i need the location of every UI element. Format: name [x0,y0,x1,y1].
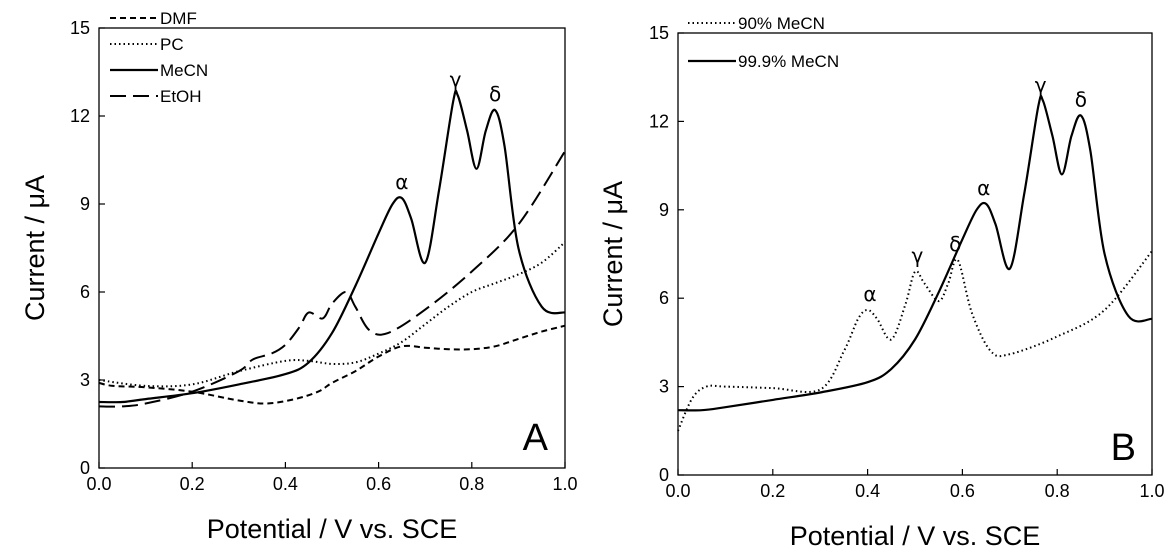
x-tick-label: 0.2 [180,474,205,494]
panel-a: 0.0 0.2 0.4 0.6 0.8 1.0 0 3 6 9 12 15 Potential / V … [20,9,578,544]
y-tick-label: 0 [659,465,669,485]
peak-label: α [863,282,876,306]
series-line-etoh [98,150,566,408]
y-tick-label: 12 [649,111,669,131]
peak-label: α [395,170,408,194]
series-line-mecn [98,89,566,404]
x-axis-title: Potential / V vs. SCE [207,514,458,544]
x-tick-label: 0.0 [86,474,111,494]
x-tick-label: 0.6 [950,481,975,501]
y-tick-label: 6 [659,288,669,308]
peak-label: γ [450,67,462,91]
y-tick-label: 3 [80,370,90,390]
panel-letter: A [523,417,549,459]
peak-label: γ [911,244,923,268]
x-axis-title: Potential / V vs. SCE [790,521,1041,549]
x-tick-label: 0.8 [459,474,484,494]
peak-label: α [977,176,990,200]
series-line-dmf [98,324,566,405]
y-tick-label: 15 [649,23,669,43]
plot-frame [677,32,1153,476]
legend-label: 99.9% MeCN [738,52,839,71]
series-line-pc [98,241,566,388]
panel-b: 0.0 0.2 0.4 0.6 0.8 1.0 0 3 6 9 12 15 Potential / V … [598,14,1165,549]
y-axis-title: Current / μA [598,181,628,327]
x-tick-label: 0.8 [1045,481,1070,501]
peak-label: γ [1035,73,1047,97]
peak-label: δ [949,232,961,256]
x-tick-label: 1.0 [552,474,577,494]
legend-label: 90% MeCN [738,14,825,33]
y-tick-label: 12 [70,106,90,126]
y-tick-label: 9 [80,194,90,214]
y-tick-label: 0 [80,458,90,478]
legend-label: MeCN [160,61,208,80]
x-tick-label: 0.6 [366,474,391,494]
series-line-99-9-mecn [677,94,1153,412]
x-tick-label: 0.4 [273,474,298,494]
legend-label: EtOH [160,87,202,106]
series-line-90-mecn [677,250,1153,432]
peak-label: δ [1075,88,1087,112]
x-tick-label: 0.4 [855,481,880,501]
y-tick-label: 15 [70,18,90,38]
peak-label: δ [489,82,501,106]
x-tick-label: 1.0 [1139,481,1164,501]
panel-letter: B [1111,427,1136,469]
x-tick-label: 0.0 [665,481,690,501]
y-tick-label: 6 [80,282,90,302]
y-axis-title: Current / μA [20,175,50,321]
plot-frame [98,27,566,469]
x-tick-label: 0.2 [760,481,785,501]
legend-label: DMF [160,9,197,28]
y-tick-label: 9 [659,200,669,220]
legend-label: PC [160,35,184,54]
y-tick-label: 3 [659,377,669,397]
